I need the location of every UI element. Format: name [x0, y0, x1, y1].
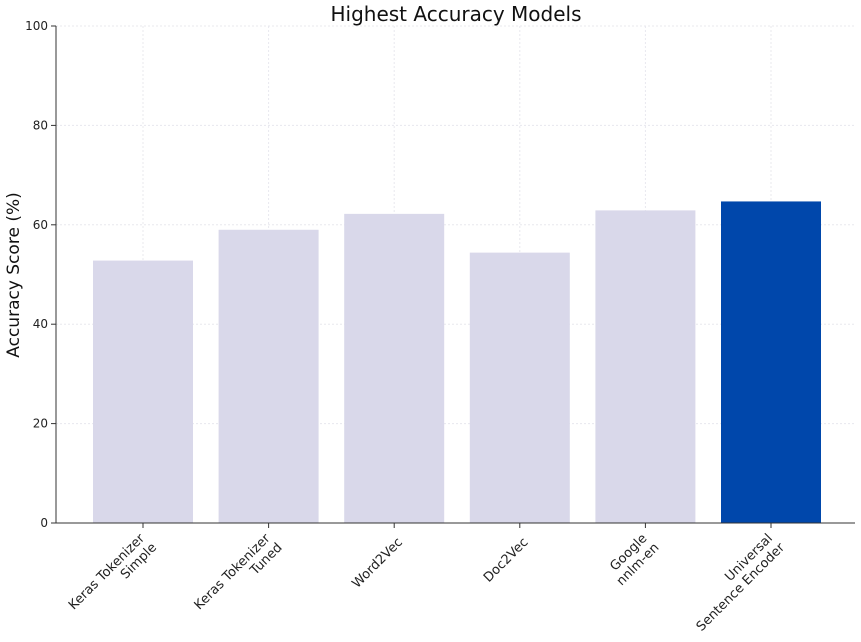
- y-tick-label: 0: [40, 516, 48, 530]
- bar: [721, 201, 821, 524]
- bar: [93, 260, 193, 523]
- x-tick-label-line: Word2Vec: [349, 535, 405, 591]
- y-tick-label: 40: [33, 317, 48, 331]
- bars: [93, 201, 821, 524]
- y-axis-label: Accuracy Score (%): [4, 192, 24, 357]
- x-tick-label-line: Doc2Vec: [481, 535, 532, 586]
- x-tick-label: Keras TokenizerTuned: [192, 530, 286, 624]
- bar: [218, 229, 319, 523]
- y-tick-label: 100: [25, 19, 48, 33]
- y-tick-label: 20: [33, 417, 48, 431]
- x-tick-label: Googlennlm-en: [603, 530, 662, 589]
- y-tick-label: 80: [33, 118, 48, 132]
- y-tick-label: 60: [33, 218, 48, 232]
- x-tick-label: Keras TokenizerSimple: [66, 530, 160, 624]
- chart-title: Highest Accuracy Models: [330, 2, 581, 26]
- bar: [595, 210, 696, 523]
- x-ticks: Keras TokenizerSimple Keras TokenizerTune…: [66, 523, 788, 635]
- y-ticks: 0 20 40 60 80 100: [25, 19, 56, 530]
- bar: [344, 213, 445, 523]
- bar: [469, 252, 570, 523]
- x-tick-label: UniversalSentence Encoder: [683, 529, 788, 634]
- x-tick-label: Word2Vec: [349, 535, 405, 591]
- x-tick-label: Doc2Vec: [481, 535, 532, 586]
- axes: [55, 26, 855, 524]
